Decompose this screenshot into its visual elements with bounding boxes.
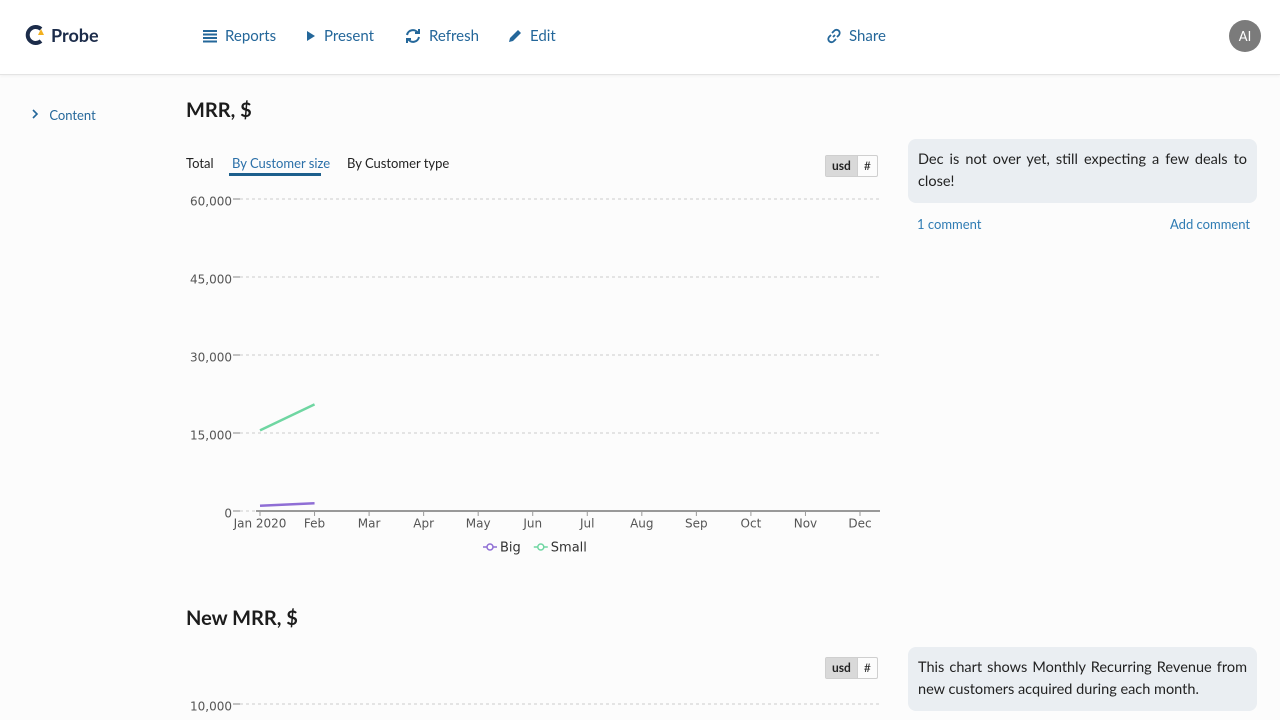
chevron: [32, 109, 39, 119]
x-tick-label: Feb: [304, 517, 325, 531]
icon: [827, 28, 841, 44]
legend-label: Big: [500, 541, 521, 556]
unit-option[interactable]: #: [863, 158, 871, 173]
nav-share[interactable]: Share: [826, 27, 886, 45]
y-tick-label: 45,000: [190, 273, 232, 287]
x-tick-label: Oct: [741, 517, 762, 531]
y-tick-label: 60,000: [190, 195, 232, 209]
legend-marker: [537, 543, 545, 551]
section-title: New MRR, $: [186, 606, 298, 630]
tab[interactable]: Total: [186, 155, 214, 171]
x-tick-label: Jan 2020: [233, 517, 287, 531]
x-tick-label: Apr: [413, 517, 434, 531]
tab-active[interactable]: By Customer size: [232, 155, 331, 171]
chart: 0 15,000 30,000 45,000 60,000 Jan 2020 Feb Mar A…: [190, 195, 880, 556]
y-tick-label: 0: [224, 507, 232, 521]
x-tick-label: Jul: [579, 517, 594, 531]
nav-label: Share: [849, 27, 886, 45]
nav-refresh[interactable]: Refresh: [404, 27, 479, 45]
x-tick-label: Mar: [358, 517, 381, 531]
x-tick-label: Sep: [685, 517, 708, 531]
tab[interactable]: By Customer type: [347, 155, 450, 171]
icon: [203, 30, 217, 43]
top-bar: Probe Reports Present Refresh Edit Share…: [0, 0, 1280, 75]
unit-option[interactable]: #: [863, 660, 871, 675]
unit-toggle: usd #: [825, 155, 878, 177]
nav-label: Edit: [530, 27, 556, 45]
nav-reports[interactable]: Reports: [202, 27, 276, 45]
y-tick-label: 10,000: [190, 700, 232, 714]
icon: [406, 29, 420, 43]
icon: [307, 31, 315, 41]
comment: Dec is not over yet, still expecting a f…: [908, 139, 1257, 203]
legend-marker: [486, 543, 494, 551]
unit-toggle: usd #: [825, 657, 878, 679]
nav-label: Refresh: [429, 27, 479, 45]
unit-option[interactable]: usd: [826, 156, 858, 176]
series-line: [259, 403, 316, 432]
x-tick-label: Dec: [848, 517, 871, 531]
logo-text: Probe: [51, 24, 99, 46]
legend-label: Small: [551, 541, 587, 556]
section-title: MRR, $: [186, 98, 252, 122]
x-tick-label: Nov: [794, 517, 817, 531]
chart: 10,000: [190, 700, 880, 714]
y-tick-label: 15,000: [190, 429, 232, 443]
logo[interactable]: Probe: [24, 24, 99, 46]
icon: [509, 30, 521, 42]
nav-present[interactable]: Present: [305, 27, 374, 45]
tab-underline: [229, 173, 321, 176]
comment-count[interactable]: 1 comment: [917, 216, 982, 232]
logo-icon: [25, 25, 44, 45]
comment: This chart shows Monthly Recurring Reven…: [908, 647, 1257, 711]
sidebar-label: Content: [49, 107, 96, 123]
nav-label: Present: [324, 27, 374, 45]
avatar[interactable]: AI: [1229, 20, 1261, 52]
add-comment[interactable]: Add comment: [1170, 216, 1251, 232]
nav-edit[interactable]: Edit: [507, 27, 556, 45]
x-tick-label: Jun: [522, 517, 542, 531]
x-tick-label: Aug: [630, 517, 653, 531]
nav-label: Reports: [225, 27, 277, 45]
unit-option[interactable]: usd: [826, 658, 858, 678]
sidebar-content[interactable]: Content: [30, 107, 96, 123]
series-line: [259, 501, 315, 508]
y-tick-label: 30,000: [190, 351, 232, 365]
x-tick-label: May: [466, 517, 491, 531]
